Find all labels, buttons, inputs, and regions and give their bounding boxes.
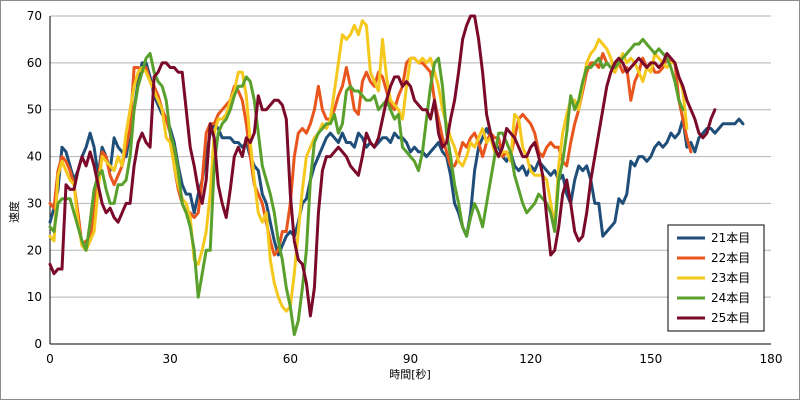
- y-tick-label: 60: [27, 56, 42, 70]
- x-tick-label: 120: [519, 352, 542, 366]
- legend-label: 24本目: [711, 291, 750, 305]
- legend-label: 23本目: [711, 271, 750, 285]
- x-axis-title: 時間[秒]: [389, 367, 431, 381]
- legend-label: 25本目: [711, 311, 750, 325]
- x-tick-label: 60: [283, 352, 298, 366]
- y-tick-label: 50: [27, 103, 42, 117]
- y-axis-title: 速度: [7, 201, 21, 223]
- x-tick-label: 90: [403, 352, 418, 366]
- y-tick-label: 40: [27, 150, 42, 164]
- x-tick-label: 150: [639, 352, 662, 366]
- series-lines: [48, 14, 745, 337]
- x-tick-label: 30: [163, 352, 178, 366]
- legend-label: 22本目: [711, 251, 750, 265]
- y-tick-label: 20: [27, 243, 42, 257]
- y-tick-label: 70: [27, 9, 42, 23]
- axes: [49, 16, 771, 345]
- y-tick-label: 30: [27, 196, 42, 210]
- y-tick-label: 10: [27, 290, 42, 304]
- legend-label: 21本目: [711, 231, 750, 245]
- x-tick-label: 180: [760, 352, 783, 366]
- x-tick-labels: 0 30 60 90 120 150 180: [46, 352, 782, 366]
- x-tick-label: 0: [46, 352, 54, 366]
- y-tick-label: 0: [34, 337, 42, 351]
- legend: 21本目 22本目 23本目 24本目 25本目: [667, 224, 765, 332]
- y-tick-labels: 0 10 20 30 40 50 60 70: [27, 9, 42, 351]
- series-line-4: [48, 37, 685, 337]
- series-line-5: [48, 14, 717, 318]
